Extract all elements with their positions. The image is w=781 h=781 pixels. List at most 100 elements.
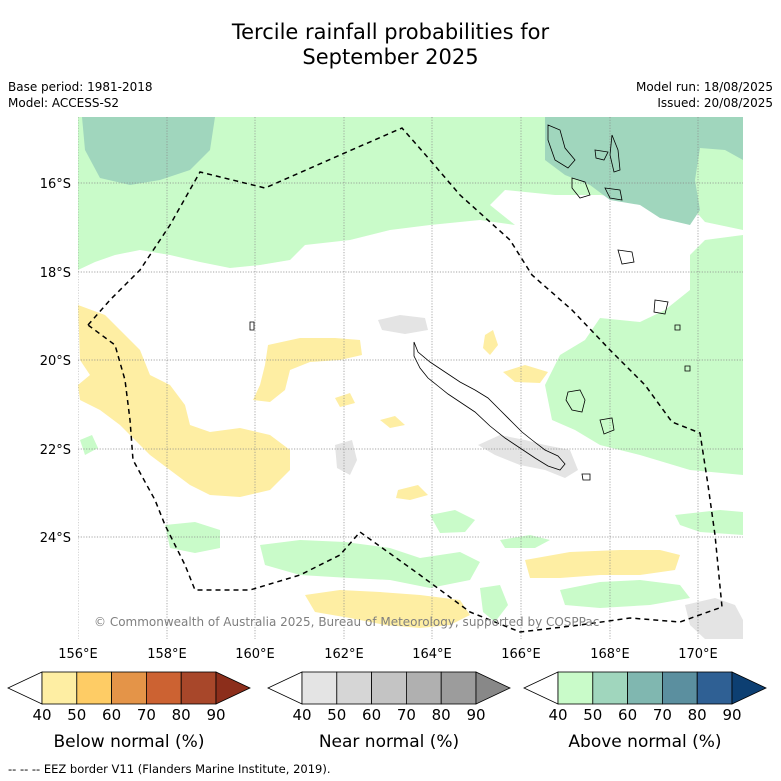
base-period: Base period: 1981-2018	[8, 80, 153, 94]
lon-label: 160°E	[235, 647, 275, 662]
colorbar-tick-label: 40	[292, 706, 311, 724]
below-patch-2	[483, 330, 498, 355]
colorbar-high-arrow	[215, 671, 251, 705]
above-patch-4	[500, 535, 550, 548]
above-patch-8	[560, 580, 690, 608]
vanuatu-island-1	[547, 124, 576, 169]
below-patch-3	[503, 365, 548, 383]
lon-axis: 156°E 158°E 160°E 162°E 164°E 166°E 168°…	[58, 647, 718, 662]
lat-axis: 16°S 18°S 20°S 22°S 24°S	[40, 177, 71, 546]
lat-label: 16°S	[40, 177, 71, 192]
below-patch-7	[525, 550, 680, 578]
colorbar: 40 50 60 70 80 90 Near normal (%)	[267, 671, 511, 752]
colorbar-tick-label: 50	[67, 706, 86, 724]
above-patch-2	[260, 540, 480, 588]
model-run: Model run: 18/08/2025	[635, 80, 773, 94]
lon-label: 166°E	[501, 647, 541, 662]
above-region-east	[545, 235, 743, 475]
colorbar-tick-label: 40	[32, 706, 51, 724]
title-line-1: Tercile rainfall probabilities for	[231, 20, 550, 44]
above-patch-5	[480, 585, 508, 622]
above-patch-6	[675, 510, 743, 535]
lat-label: 24°S	[40, 531, 71, 546]
graticule	[78, 117, 743, 639]
map-panel: © Commonwealth of Australia 2025, Bureau…	[78, 117, 743, 639]
colorbar-tick-label: 90	[466, 706, 485, 724]
loyalty-island-3	[581, 473, 591, 481]
colorbar-tick-label: 70	[137, 706, 156, 724]
vanuatu-island-5	[604, 187, 623, 201]
colorbar-tick-label: 70	[653, 706, 672, 724]
colorbar-tick-label: 80	[172, 706, 191, 724]
colorbar-label: Near normal (%)	[319, 732, 459, 752]
colorbar-segment	[557, 671, 594, 705]
below-normal-regions	[78, 305, 680, 628]
islet-3	[674, 324, 681, 331]
colorbar-segment	[405, 671, 442, 705]
colorbar-segment	[111, 671, 147, 705]
above-patch-3	[430, 510, 475, 533]
colorbar-segment	[440, 671, 477, 705]
colorbar-label: Above normal (%)	[568, 732, 721, 752]
vanuatu-island-2	[571, 177, 591, 199]
colorbar-segment	[145, 671, 182, 705]
near-patch-1	[378, 315, 428, 334]
colorbar-tick-label: 60	[362, 706, 381, 724]
title-line-2: September 2025	[302, 45, 479, 69]
above-patch-1	[165, 522, 220, 553]
vanuatu-island-4	[609, 134, 621, 173]
below-patch-1	[253, 338, 362, 402]
lon-label: 164°E	[412, 647, 452, 662]
loyalty-island-1	[565, 389, 586, 413]
colorbar-low-arrow	[267, 671, 303, 705]
colorbar-tick-label: 50	[327, 706, 346, 724]
vanuatu-island-7	[653, 299, 669, 315]
above60-region-west	[82, 117, 215, 185]
colorbar-segment	[301, 671, 338, 705]
colorbar-tick-label: 40	[548, 706, 567, 724]
colorbar-tick-label: 60	[102, 706, 121, 724]
colorbar-segment	[180, 671, 217, 705]
above60-region-east	[545, 117, 743, 225]
below-patch-4	[335, 393, 355, 407]
issued-date: Issued: 20/08/2025	[657, 96, 773, 110]
below-patch-6	[396, 485, 428, 500]
colorbar-segment	[371, 671, 407, 705]
colorbar-tick-label: 50	[583, 706, 602, 724]
islet-2	[684, 365, 691, 372]
colorbar-segment	[696, 671, 733, 705]
lon-label: 156°E	[58, 647, 98, 662]
lon-label: 168°E	[590, 647, 630, 662]
lon-label: 158°E	[147, 647, 187, 662]
colorbar-segment	[592, 671, 628, 705]
colorbar-segment	[336, 671, 372, 705]
colorbar-tick-label: 80	[688, 706, 707, 724]
eez-border	[86, 127, 723, 633]
meta-left: Base period: 1981-2018 Model: ACCESS-S2	[8, 79, 153, 111]
near-patch-4	[685, 598, 743, 639]
copyright-text: © Commonwealth of Australia 2025, Bureau…	[94, 615, 599, 629]
model-name: Model: ACCESS-S2	[8, 96, 120, 110]
colorbar-low-arrow	[523, 671, 559, 705]
colorbar-tick-label: 80	[432, 706, 451, 724]
colorbar-segment	[662, 671, 698, 705]
vanuatu-island-3	[594, 149, 609, 161]
new-caledonia-outline	[413, 341, 566, 471]
lat-label: 22°S	[40, 443, 71, 458]
colorbar-segment	[76, 671, 113, 705]
below-region-west	[78, 305, 290, 497]
colorbar-label: Below normal (%)	[54, 732, 205, 752]
colorbar-segment	[41, 671, 78, 705]
colorbar-low-arrow	[7, 671, 43, 705]
vanuatu-island-6	[617, 249, 635, 265]
colorbar-segment	[627, 671, 663, 705]
below-patch-5	[380, 416, 405, 428]
chart-title: Tercile rainfall probabilities for Septe…	[0, 20, 781, 70]
islet-1	[249, 321, 255, 331]
lat-label: 18°S	[40, 266, 71, 281]
lon-label: 170°E	[678, 647, 718, 662]
